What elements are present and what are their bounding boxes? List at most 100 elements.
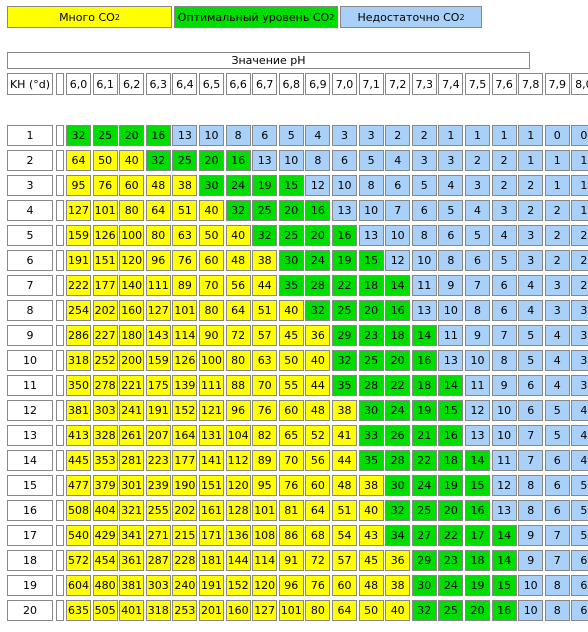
column-header: 7,2 bbox=[385, 73, 411, 95]
data-cell: 121 bbox=[199, 400, 224, 421]
legend-optimal-sub: 2 bbox=[329, 12, 335, 22]
row-label: 4 bbox=[7, 200, 53, 221]
legend-low-text: Недостаточно CO bbox=[357, 10, 460, 24]
data-cell: 1 bbox=[518, 125, 544, 146]
data-cell: 120 bbox=[252, 575, 278, 596]
data-cell: 1 bbox=[571, 175, 588, 196]
data-cell: 18 bbox=[438, 450, 464, 471]
data-cell: 20 bbox=[278, 200, 304, 221]
data-cell: 341 bbox=[119, 525, 145, 546]
data-cell: 239 bbox=[145, 475, 171, 496]
data-cell: 32 bbox=[66, 125, 91, 146]
data-cell: 2 bbox=[385, 125, 411, 146]
data-cell: 30 bbox=[278, 250, 304, 271]
data-cell: 328 bbox=[92, 425, 118, 446]
data-cell: 45 bbox=[278, 325, 304, 346]
data-cell: 4 bbox=[544, 350, 570, 371]
data-cell: 44 bbox=[252, 275, 278, 296]
data-cell: 13 bbox=[358, 225, 384, 246]
row-label: 10 bbox=[7, 350, 53, 371]
data-cell: 29 bbox=[411, 550, 437, 571]
data-cell: 51 bbox=[332, 500, 357, 521]
data-cell: 8 bbox=[544, 575, 570, 596]
data-cell: 80 bbox=[145, 225, 171, 246]
data-cell: 0 bbox=[571, 125, 588, 146]
data-cell: 429 bbox=[92, 525, 118, 546]
data-cell: 5 bbox=[571, 500, 588, 521]
data-cell: 13 bbox=[491, 500, 517, 521]
data-cell: 505 bbox=[92, 600, 118, 621]
data-cell: 15 bbox=[358, 250, 384, 271]
data-cell: 76 bbox=[172, 250, 198, 271]
data-cell: 18 bbox=[465, 550, 490, 571]
data-cell: 2 bbox=[571, 275, 588, 296]
data-cell: 2 bbox=[465, 150, 490, 171]
data-cell: 6 bbox=[491, 300, 517, 321]
data-cell: 96 bbox=[278, 575, 304, 596]
data-cell: 127 bbox=[66, 200, 91, 221]
data-cell: 10 bbox=[199, 125, 224, 146]
data-cell: 16 bbox=[305, 200, 331, 221]
row-spacer bbox=[56, 500, 64, 521]
data-cell: 141 bbox=[199, 450, 224, 471]
data-cell: 350 bbox=[66, 375, 91, 396]
data-cell: 572 bbox=[66, 550, 91, 571]
data-cell: 15 bbox=[278, 175, 304, 196]
data-cell: 29 bbox=[332, 325, 357, 346]
data-cell: 5 bbox=[544, 425, 570, 446]
data-cell: 51 bbox=[172, 200, 198, 221]
data-cell: 114 bbox=[252, 550, 278, 571]
data-cell: 131 bbox=[199, 425, 224, 446]
header-spacer bbox=[56, 73, 64, 95]
data-cell: 112 bbox=[225, 450, 251, 471]
data-cell: 96 bbox=[225, 400, 251, 421]
data-cell: 318 bbox=[66, 350, 91, 371]
data-cell: 16 bbox=[411, 350, 437, 371]
data-cell: 19 bbox=[252, 175, 278, 196]
data-cell: 4 bbox=[491, 225, 517, 246]
column-header: 7,6 bbox=[491, 73, 517, 95]
data-cell: 96 bbox=[145, 250, 171, 271]
data-cell: 171 bbox=[199, 525, 224, 546]
column-header: 7,5 bbox=[465, 73, 490, 95]
data-cell: 50 bbox=[278, 350, 304, 371]
data-cell: 48 bbox=[332, 475, 357, 496]
row-spacer bbox=[56, 225, 64, 246]
column-header: 6,4 bbox=[172, 73, 198, 95]
data-cell: 25 bbox=[332, 300, 357, 321]
data-cell: 381 bbox=[119, 575, 145, 596]
data-cell: 23 bbox=[358, 325, 384, 346]
data-cell: 32 bbox=[332, 350, 357, 371]
data-cell: 25 bbox=[252, 200, 278, 221]
data-cell: 13 bbox=[411, 300, 437, 321]
data-cell: 126 bbox=[92, 225, 118, 246]
data-cell: 8 bbox=[438, 250, 464, 271]
data-cell: 303 bbox=[145, 575, 171, 596]
row-label: 12 bbox=[7, 400, 53, 421]
data-cell: 221 bbox=[119, 375, 145, 396]
data-cell: 5 bbox=[518, 350, 544, 371]
row-spacer bbox=[56, 150, 64, 171]
data-cell: 190 bbox=[172, 475, 198, 496]
data-cell: 241 bbox=[119, 400, 145, 421]
data-cell: 6 bbox=[571, 575, 588, 596]
data-cell: 13 bbox=[252, 150, 278, 171]
data-cell: 2 bbox=[491, 150, 517, 171]
ph-title: Значение pH bbox=[7, 52, 530, 69]
data-cell: 7 bbox=[465, 275, 490, 296]
column-header: 6,0 bbox=[66, 73, 91, 95]
row-spacer bbox=[56, 125, 64, 146]
data-cell: 1 bbox=[544, 175, 570, 196]
data-cell: 3 bbox=[332, 125, 357, 146]
data-cell: 48 bbox=[305, 400, 331, 421]
data-cell: 80 bbox=[119, 200, 145, 221]
data-cell: 4 bbox=[305, 125, 331, 146]
data-cell: 454 bbox=[92, 550, 118, 571]
data-cell: 20 bbox=[385, 350, 411, 371]
data-cell: 477 bbox=[66, 475, 91, 496]
data-cell: 6 bbox=[332, 150, 357, 171]
data-cell: 227 bbox=[92, 325, 118, 346]
row-label: 2 bbox=[7, 150, 53, 171]
data-cell: 6 bbox=[518, 375, 544, 396]
data-cell: 25 bbox=[358, 350, 384, 371]
